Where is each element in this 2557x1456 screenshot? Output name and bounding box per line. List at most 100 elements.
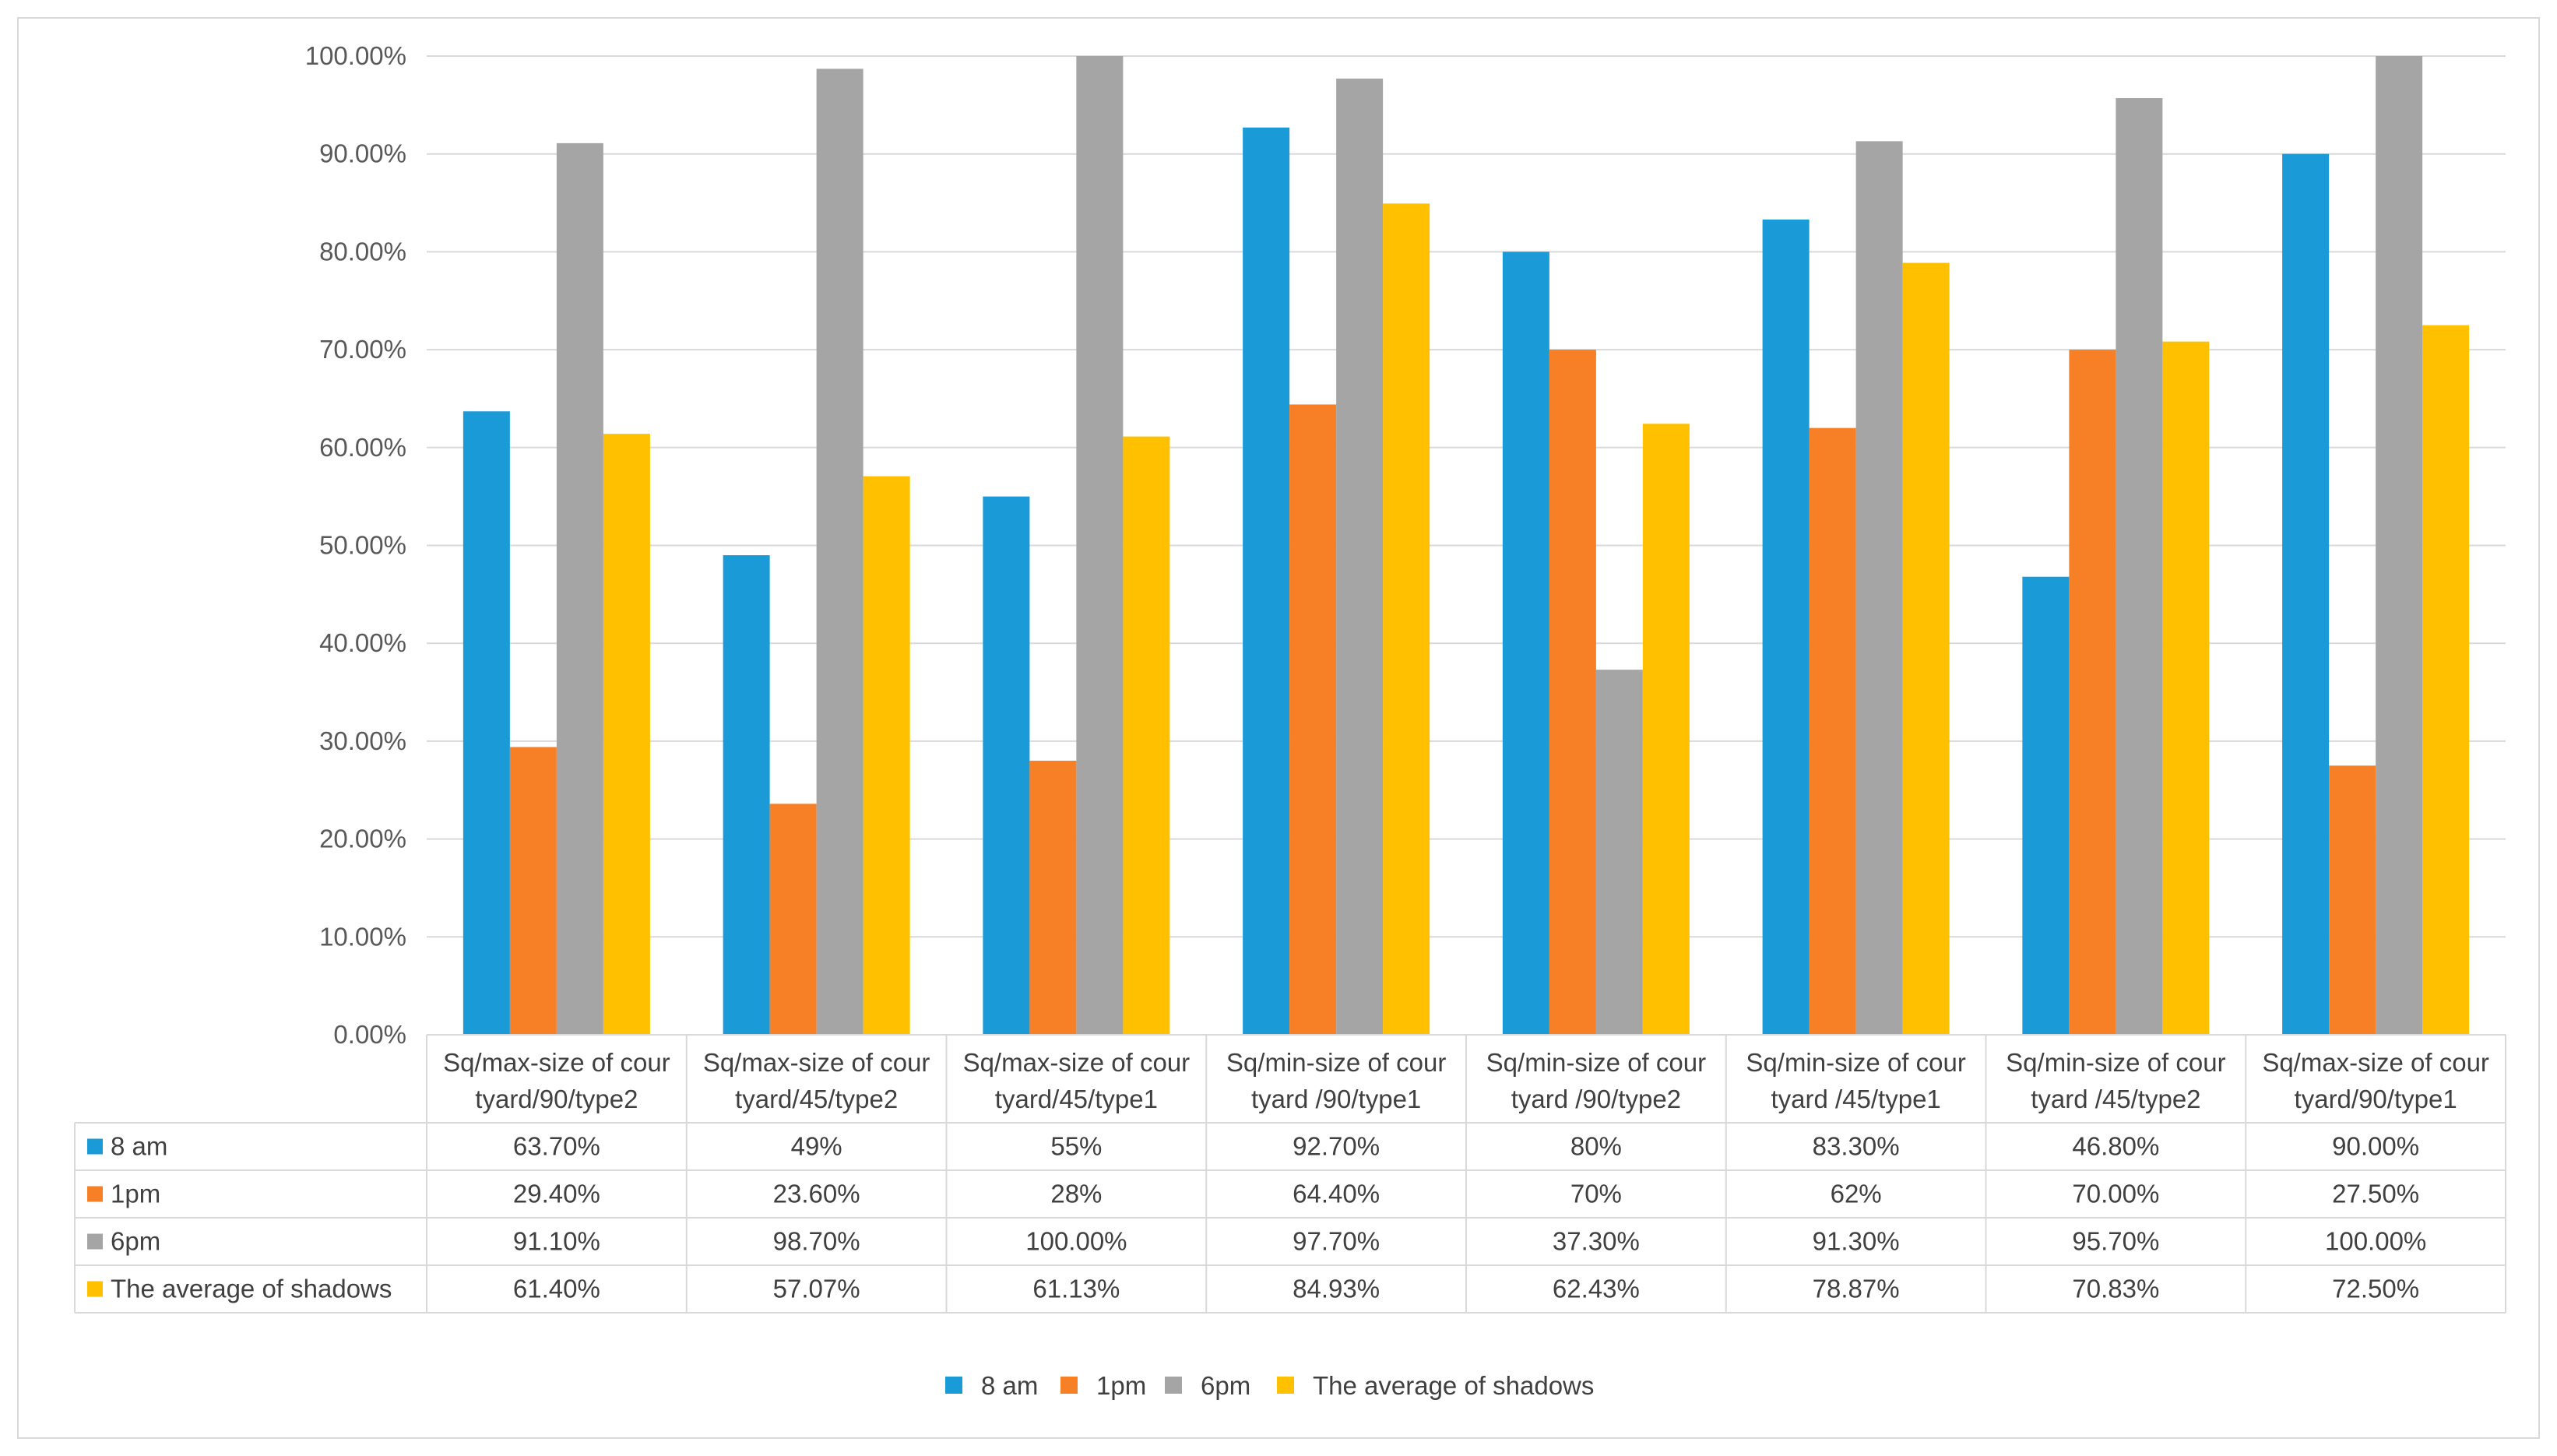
legend-swatch <box>1277 1377 1294 1394</box>
bar-8-am <box>2282 153 2330 1036</box>
y-tick-label: 20.00% <box>319 825 406 853</box>
table-series-label: 1pm <box>111 1180 160 1208</box>
table-cell-value: 90.00% <box>2332 1132 2419 1161</box>
table-cell-value: 49% <box>791 1132 842 1161</box>
table-cell-value: 61.13% <box>1032 1275 1120 1303</box>
bar-the-average-of-shadows <box>2162 341 2210 1036</box>
table-cell-value: 100.00% <box>1025 1227 1127 1256</box>
category-label: tyard/45/type1 <box>995 1085 1158 1113</box>
bar-6pm <box>2116 98 2163 1035</box>
y-tick-label: 90.00% <box>319 139 406 168</box>
legend-label: 1pm <box>1096 1371 1146 1400</box>
table-cell-value: 72.50% <box>2332 1275 2419 1303</box>
table-legend-swatch <box>87 1186 103 1202</box>
table-cell-value: 70% <box>1570 1180 1622 1208</box>
category-label: Sq/max-size of cour <box>703 1048 930 1077</box>
category-label: Sq/min-size of cour <box>1226 1048 1446 1077</box>
legend-label: The average of shadows <box>1313 1371 1594 1400</box>
category-label: tyard/45/type2 <box>735 1085 898 1113</box>
table-cell-value: 70.83% <box>2072 1275 2159 1303</box>
bar-6pm <box>2376 56 2423 1035</box>
table-cell-value: 61.40% <box>513 1275 600 1303</box>
bar-6pm <box>1855 141 1903 1035</box>
table-cell-value: 78.87% <box>1813 1275 1900 1303</box>
y-tick-label: 50.00% <box>319 531 406 560</box>
table-cell-value: 55% <box>1050 1132 1102 1161</box>
category-label: tyard/90/type2 <box>475 1085 638 1113</box>
legend-swatch <box>945 1377 962 1394</box>
bar-1pm <box>509 747 557 1035</box>
bar-8-am <box>1762 219 1810 1036</box>
bar-the-average-of-shadows <box>603 434 650 1035</box>
table-cell-value: 64.40% <box>1293 1180 1380 1208</box>
table-legend-swatch <box>87 1233 103 1250</box>
bar-the-average-of-shadows <box>1383 203 1430 1035</box>
table-cell-value: 23.60% <box>773 1180 860 1208</box>
table-cell-value: 70.00% <box>2072 1180 2159 1208</box>
table-cell-value: 84.93% <box>1293 1275 1380 1303</box>
table-cell-value: 92.70% <box>1293 1132 1380 1161</box>
bar-1pm <box>1549 350 1596 1036</box>
bar-1pm <box>769 804 817 1035</box>
category-label: tyard /45/type1 <box>1771 1085 1940 1113</box>
bar-the-average-of-shadows <box>863 476 910 1035</box>
category-label: Sq/min-size of cour <box>2006 1048 2225 1077</box>
category-label: tyard/90/type1 <box>2295 1085 2457 1113</box>
category-label: Sq/max-size of cour <box>963 1048 1191 1077</box>
bar-6pm <box>1595 670 1643 1035</box>
bar-8-am <box>463 411 510 1035</box>
category-label: tyard /90/type1 <box>1251 1085 1421 1113</box>
bar-the-average-of-shadows <box>1902 262 1950 1035</box>
table-cell-value: 46.80% <box>2072 1132 2159 1161</box>
table-cell-value: 29.40% <box>513 1180 600 1208</box>
bar-8-am <box>723 555 770 1035</box>
bar-8-am <box>2022 576 2070 1035</box>
table-cell-value: 83.30% <box>1813 1132 1900 1161</box>
bar-6pm <box>1336 78 1384 1035</box>
legend-label: 8 am <box>981 1371 1038 1400</box>
bar-the-average-of-shadows <box>1642 424 1690 1035</box>
table-series-label: 8 am <box>111 1132 167 1161</box>
legend-swatch <box>1060 1377 1078 1394</box>
table-legend-swatch <box>87 1138 103 1155</box>
category-label: Sq/min-size of cour <box>1746 1048 1965 1077</box>
y-tick-label: 80.00% <box>319 237 406 266</box>
y-tick-label: 10.00% <box>319 922 406 951</box>
y-tick-label: 100.00% <box>305 41 406 70</box>
table-cell-value: 97.70% <box>1293 1227 1380 1256</box>
table-series-label: The average of shadows <box>111 1275 392 1303</box>
table-cell-value: 100.00% <box>2325 1227 2426 1256</box>
y-tick-label: 30.00% <box>319 726 406 755</box>
bar-6pm <box>816 69 863 1035</box>
category-label: Sq/max-size of cour <box>2262 1048 2489 1077</box>
bar-8-am <box>983 496 1030 1035</box>
bar-1pm <box>1029 761 1077 1035</box>
category-label: Sq/max-size of cour <box>443 1048 670 1077</box>
bar-1pm <box>2329 765 2376 1035</box>
table-cell-value: 37.30% <box>1553 1227 1640 1256</box>
legend-swatch <box>1165 1377 1182 1394</box>
table-cell-value: 80% <box>1570 1132 1622 1161</box>
table-cell-value: 63.70% <box>513 1132 600 1161</box>
table-cell-value: 27.50% <box>2332 1180 2419 1208</box>
bar-1pm <box>2069 350 2116 1036</box>
legend-label: 6pm <box>1201 1371 1250 1400</box>
bar-the-average-of-shadows <box>2422 325 2470 1035</box>
category-label: Sq/min-size of cour <box>1486 1048 1706 1077</box>
y-tick-label: 40.00% <box>319 628 406 657</box>
y-tick-label: 0.00% <box>333 1020 406 1049</box>
category-label: tyard /45/type2 <box>2031 1085 2200 1113</box>
table-cell-value: 91.10% <box>513 1227 600 1256</box>
bar-1pm <box>1289 404 1337 1035</box>
category-label: tyard /90/type2 <box>1511 1085 1681 1113</box>
y-tick-label: 60.00% <box>319 433 406 462</box>
table-cell-value: 62.43% <box>1553 1275 1640 1303</box>
bar-8-am <box>1502 251 1549 1035</box>
table-cell-value: 62% <box>1831 1180 1882 1208</box>
table-legend-swatch <box>87 1281 103 1297</box>
bar-6pm <box>1076 56 1124 1035</box>
bar-8-am <box>1243 127 1290 1036</box>
bar-1pm <box>1809 427 1856 1035</box>
table-cell-value: 95.70% <box>2072 1227 2159 1256</box>
